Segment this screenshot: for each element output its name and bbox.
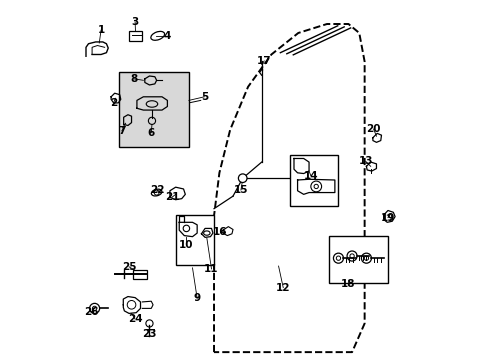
Text: 23: 23	[142, 329, 156, 339]
Text: 4: 4	[163, 31, 171, 41]
Text: 18: 18	[341, 279, 355, 289]
Text: 25: 25	[122, 262, 136, 272]
Text: 22: 22	[150, 185, 164, 195]
Text: 24: 24	[127, 314, 142, 324]
Text: 3: 3	[131, 17, 139, 27]
Text: 16: 16	[212, 227, 227, 237]
Text: 20: 20	[366, 124, 380, 134]
Text: 13: 13	[358, 156, 372, 166]
Text: 9: 9	[193, 293, 200, 303]
Text: 11: 11	[204, 264, 218, 274]
Text: 6: 6	[147, 128, 155, 138]
Text: 1: 1	[97, 25, 104, 35]
Circle shape	[238, 174, 246, 183]
Text: 5: 5	[200, 92, 207, 102]
Bar	[132, 270, 147, 279]
Text: 7: 7	[118, 126, 125, 135]
Text: 17: 17	[256, 56, 271, 66]
Text: 12: 12	[275, 283, 290, 293]
Text: 21: 21	[164, 192, 179, 202]
Bar	[175, 215, 214, 265]
Bar	[129, 31, 142, 41]
Text: 10: 10	[179, 239, 193, 249]
Bar	[290, 155, 338, 206]
Text: 14: 14	[303, 171, 318, 181]
Text: 15: 15	[233, 185, 247, 195]
Bar	[119, 72, 188, 147]
Text: 2: 2	[110, 98, 117, 108]
Bar	[328, 235, 387, 283]
Text: 26: 26	[83, 307, 98, 317]
Text: 19: 19	[380, 213, 394, 222]
Text: 8: 8	[130, 74, 138, 84]
